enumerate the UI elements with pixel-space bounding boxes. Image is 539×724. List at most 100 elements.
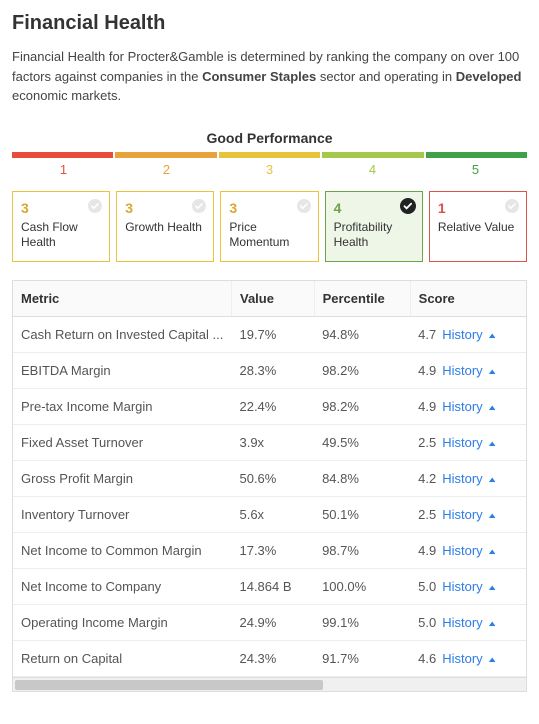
description-text: sector and operating in: [316, 69, 455, 84]
chevron-up-icon[interactable]: ▲: [487, 547, 498, 555]
history-link[interactable]: History: [442, 363, 482, 378]
history-link[interactable]: History: [442, 399, 482, 414]
metric-percentile: 91.7%: [314, 640, 410, 676]
check-filled-icon: [400, 198, 416, 214]
performance-segment: [426, 152, 527, 158]
metric-percentile: 98.2%: [314, 352, 410, 388]
health-card[interactable]: 3Cash Flow Health: [12, 191, 110, 262]
metric-score: 4.9: [418, 399, 436, 414]
metric-value: 28.3%: [231, 352, 314, 388]
column-header[interactable]: Score: [410, 281, 526, 317]
history-link[interactable]: History: [442, 579, 482, 594]
metric-name: Inventory Turnover: [13, 496, 231, 532]
metric-score: 4.9: [418, 363, 436, 378]
chevron-up-icon[interactable]: ▲: [487, 619, 498, 627]
metric-name: Pre-tax Income Margin: [13, 388, 231, 424]
health-card[interactable]: 3Price Momentum: [220, 191, 318, 262]
metric-value: 22.4%: [231, 388, 314, 424]
metric-score-cell: 4.6 History ▲: [410, 640, 526, 676]
metric-percentile: 50.1%: [314, 496, 410, 532]
metric-score-cell: 4.7 History ▲: [410, 316, 526, 352]
table-row: Inventory Turnover5.6x50.1%2.5History▲: [13, 496, 526, 532]
table-row: Cash Return on Invested Capital ...19.7%…: [13, 316, 526, 352]
horizontal-scrollbar[interactable]: [13, 677, 526, 691]
metric-name: Gross Profit Margin: [13, 460, 231, 496]
metric-score-cell: 4.9 History ▲: [410, 388, 526, 424]
metric-value: 17.3%: [231, 532, 314, 568]
history-link[interactable]: History: [442, 651, 482, 666]
metric-percentile: 98.2%: [314, 388, 410, 424]
metric-name: Net Income to Common Margin: [13, 532, 231, 568]
card-label: Cash Flow Health: [21, 220, 101, 251]
table-row: Return on Capital24.3%91.7% 4.6 History ▲: [13, 640, 526, 676]
metric-name: Return on Capital: [13, 640, 231, 676]
metrics-table: MetricValuePercentileScore Cash Return o…: [13, 281, 526, 677]
metric-percentile: 49.5%: [314, 424, 410, 460]
performance-scale-number: 5: [424, 162, 527, 177]
performance-scale-number: 4: [321, 162, 424, 177]
table-row: Fixed Asset Turnover3.9x49.5%2.5History▲: [13, 424, 526, 460]
performance-label: Good Performance: [12, 130, 527, 146]
chevron-up-icon[interactable]: ▲: [487, 583, 498, 591]
check-empty-icon: [504, 198, 520, 214]
history-link[interactable]: History: [442, 435, 482, 450]
metric-score: 4.7: [418, 327, 436, 342]
check-empty-icon: [191, 198, 207, 214]
check-empty-icon: [87, 198, 103, 214]
chevron-up-icon[interactable]: ▲: [487, 655, 498, 663]
history-link[interactable]: History: [442, 543, 482, 558]
history-link[interactable]: History: [442, 615, 482, 630]
metric-percentile: 100.0%: [314, 568, 410, 604]
performance-scale: 12345: [12, 162, 527, 177]
history-link[interactable]: History: [442, 507, 482, 522]
chevron-up-icon[interactable]: ▲: [487, 331, 498, 339]
table-row: Gross Profit Margin50.6%84.8%4.2History▲: [13, 460, 526, 496]
metric-score-cell: 5.0History▲: [410, 568, 526, 604]
metrics-table-container: MetricValuePercentileScore Cash Return o…: [12, 280, 527, 692]
column-header[interactable]: Value: [231, 281, 314, 317]
scrollbar-thumb[interactable]: [15, 680, 323, 690]
table-row: Net Income to Common Margin17.3%98.7%4.9…: [13, 532, 526, 568]
health-cards: 3Cash Flow Health3Growth Health3Price Mo…: [12, 191, 527, 262]
card-label: Growth Health: [125, 220, 205, 236]
metric-percentile: 84.8%: [314, 460, 410, 496]
table-row: Pre-tax Income Margin22.4%98.2% 4.9 Histor…: [13, 388, 526, 424]
metric-value: 19.7%: [231, 316, 314, 352]
column-header[interactable]: Metric: [13, 281, 231, 317]
metric-score: 2.5: [418, 435, 436, 450]
metric-score-cell: 4.9 History ▲: [410, 352, 526, 388]
metric-name: Operating Income Margin: [13, 604, 231, 640]
chevron-up-icon[interactable]: ▲: [487, 403, 498, 411]
card-label: Relative Value: [438, 220, 518, 236]
performance-segment: [322, 152, 423, 158]
history-link[interactable]: History: [442, 327, 482, 342]
metric-value: 24.3%: [231, 640, 314, 676]
chevron-up-icon[interactable]: ▲: [487, 367, 498, 375]
health-card[interactable]: 4Profitability Health: [325, 191, 423, 262]
performance-bar: [12, 152, 527, 158]
metrics-table-scroll[interactable]: MetricValuePercentileScore Cash Return o…: [13, 281, 526, 677]
page-title: Financial Health: [12, 12, 527, 35]
metric-score-cell: 4.2History▲: [410, 460, 526, 496]
metric-name: Cash Return on Invested Capital ...: [13, 316, 231, 352]
metric-value: 24.9%: [231, 604, 314, 640]
description: Financial Health for Procter&Gamble is d…: [12, 47, 527, 106]
metric-value: 14.864 B: [231, 568, 314, 604]
metric-score: 5.0: [418, 615, 436, 630]
history-link[interactable]: History: [442, 471, 482, 486]
table-row: Net Income to Company14.864 B100.0%5.0Hi…: [13, 568, 526, 604]
chevron-up-icon[interactable]: ▲: [487, 511, 498, 519]
column-header[interactable]: Percentile: [314, 281, 410, 317]
table-row: Operating Income Margin24.9%99.1%5.0Hist…: [13, 604, 526, 640]
performance-segment: [115, 152, 216, 158]
chevron-up-icon[interactable]: ▲: [487, 439, 498, 447]
metric-percentile: 98.7%: [314, 532, 410, 568]
table-row: EBITDA Margin28.3%98.2%4.9History▲: [13, 352, 526, 388]
metric-score: 4.6: [418, 651, 436, 666]
performance-segment: [12, 152, 113, 158]
performance-scale-number: 1: [12, 162, 115, 177]
check-empty-icon: [296, 198, 312, 214]
health-card[interactable]: 3Growth Health: [116, 191, 214, 262]
chevron-up-icon[interactable]: ▲: [487, 475, 498, 483]
health-card[interactable]: 1Relative Value: [429, 191, 527, 262]
